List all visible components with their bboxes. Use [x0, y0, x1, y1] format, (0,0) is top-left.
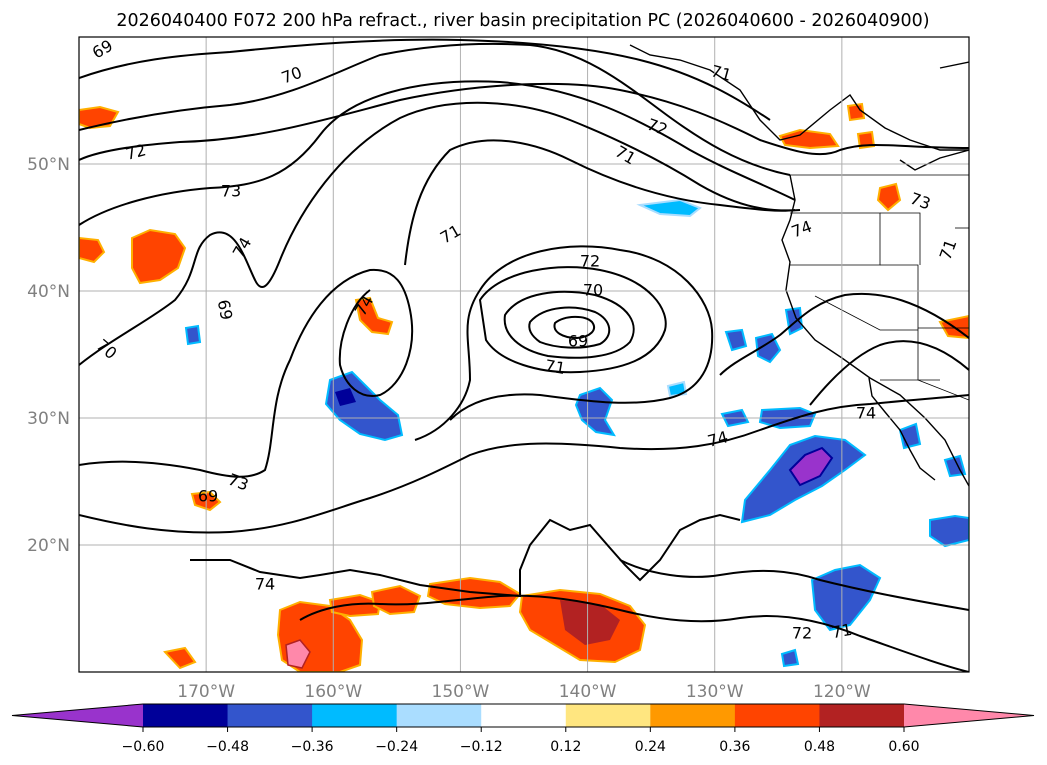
shade-positive-region — [370, 584, 422, 616]
shade-negative-region — [335, 388, 356, 406]
colorbar-tick-label: −0.60 — [122, 739, 165, 755]
refractivity-contours — [79, 38, 969, 672]
lat-tick-label: 40°N — [27, 282, 70, 302]
contour-label: 72 — [123, 140, 148, 164]
lon-tick-label: 150°W — [432, 682, 490, 702]
shade-positive-region — [328, 593, 382, 618]
colorbar-segment — [734, 704, 820, 727]
contour-label: 69 — [568, 332, 588, 351]
shade-positive-region — [285, 639, 311, 669]
contour-label: 73 — [221, 182, 241, 201]
shade-positive-region — [163, 646, 197, 670]
chart-title: 2026040400 F072 200 hPa refract., river … — [116, 11, 929, 31]
lon-tick-label: 160°W — [304, 682, 362, 702]
lon-tick-label: 120°W — [813, 682, 871, 702]
contour-label: 72 — [580, 252, 600, 271]
contour-label: 72 — [792, 624, 812, 643]
contour-label: 71 — [709, 61, 734, 85]
shade-negative-region — [754, 332, 782, 364]
colorbar-segment — [143, 704, 229, 727]
lon-tick-label: 140°W — [559, 682, 617, 702]
contour-label: 74 — [856, 404, 876, 423]
colorbar-segment — [819, 704, 905, 727]
colorbar-tick-label: 0.24 — [635, 739, 666, 755]
contour-label: 74 — [255, 575, 275, 594]
contour-label: 71 — [830, 620, 853, 642]
colorbar-segment — [396, 704, 482, 727]
contour-label: 71 — [543, 356, 566, 378]
colorbar-extend-low — [12, 704, 143, 727]
colorbar-segment — [565, 704, 651, 727]
shade-negative-region — [636, 198, 702, 218]
colorbar-tick-label: 0.12 — [550, 739, 581, 755]
colorbar-tick-label: −0.12 — [460, 739, 503, 755]
shade-positive-region — [131, 228, 187, 285]
contour-label: 69 — [198, 487, 218, 506]
lat-tick-label: 30°N — [27, 409, 70, 429]
colorbar-segment — [227, 704, 313, 727]
colorbar-tick-label: 0.60 — [888, 739, 919, 755]
longitude-tick-labels: 170°W 160°W 150°W 140°W 130°W 120°W — [177, 682, 871, 702]
shade-negative-region — [898, 422, 922, 450]
colorbar-tick-label: 0.36 — [719, 739, 750, 755]
shade-negative-region — [780, 648, 800, 668]
latitude-tick-labels: 20°N 30°N 40°N 50°N — [27, 155, 70, 556]
shade-positive-region — [778, 128, 840, 150]
map-frame — [78, 36, 970, 673]
shade-positive-region — [846, 102, 866, 122]
shade-negative-region — [788, 446, 834, 487]
coastlines — [629, 44, 969, 487]
contour-label: 69 — [214, 298, 236, 321]
graticule-grid — [79, 37, 969, 672]
shade-negative-region — [184, 324, 202, 346]
shade-positive-region — [79, 236, 106, 264]
shade-positive-region — [560, 600, 620, 645]
shade-negative-region — [724, 328, 748, 352]
colorbar-tick-label: −0.48 — [206, 739, 249, 755]
contour-label: 70 — [583, 281, 603, 300]
colorbar-segment — [312, 704, 398, 727]
shade-negative-region — [929, 514, 969, 548]
colorbar-extend-high — [904, 704, 1034, 727]
colorbar-tick-label: −0.36 — [291, 739, 334, 755]
colorbar-segment — [650, 704, 736, 727]
lat-tick-label: 20°N — [27, 536, 70, 556]
shade-positive-region — [354, 296, 394, 336]
colorbar-tick-label: 0.48 — [804, 739, 835, 755]
lon-tick-label: 130°W — [686, 682, 744, 702]
lat-tick-label: 50°N — [27, 155, 70, 175]
lon-tick-label: 170°W — [177, 682, 235, 702]
colorbar-segment — [481, 704, 567, 727]
shade-negative-region — [666, 380, 688, 398]
shade-negative-region — [324, 370, 404, 442]
colorbar: −0.60 −0.48 −0.36 −0.24 −0.12 0.12 0.24 0.36 0.4… — [11, 703, 1035, 755]
borders — [790, 174, 969, 401]
shade-positive-region — [876, 182, 902, 212]
contour-label: 74 — [705, 427, 730, 451]
colorbar-tick-label: −0.24 — [375, 739, 418, 755]
